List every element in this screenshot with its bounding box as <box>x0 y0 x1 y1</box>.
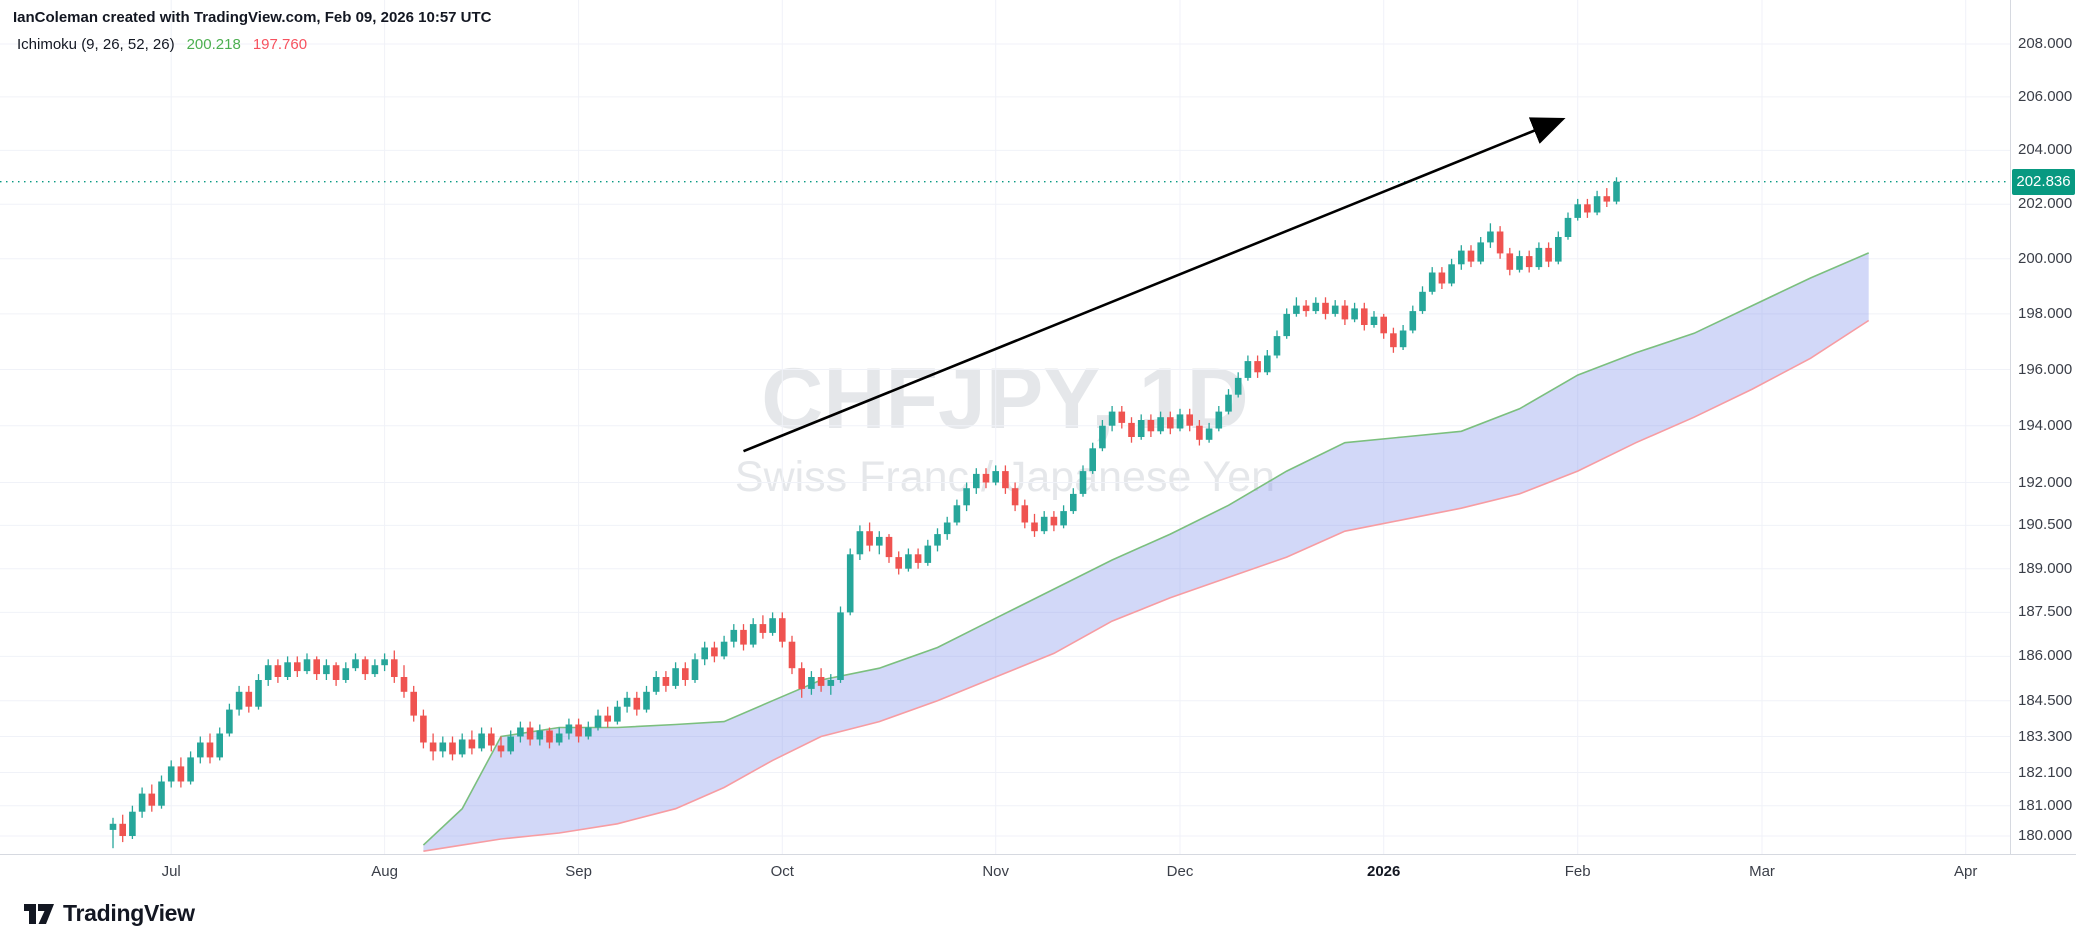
indicator-title[interactable]: Ichimoku (9, 26, 52, 26) <box>17 36 175 53</box>
price-tick: 204.000 <box>2018 141 2073 159</box>
time-tick: Dec <box>1166 863 1194 880</box>
indicator-legend[interactable]: Ichimoku (9, 26, 52, 26) 200.218 197.760 <box>17 36 307 53</box>
ichimoku-cloud <box>422 252 1870 852</box>
time-tick: Feb <box>1564 863 1591 880</box>
time-tick: Apr <box>1954 863 1978 880</box>
time-tick: Jul <box>161 863 181 880</box>
price-tick: 187.500 <box>2018 603 2073 621</box>
time-axis[interactable]: Jul Aug Sep Oct Nov Dec 2026 Feb Mar Apr <box>0 854 2076 895</box>
time-tick: Nov <box>982 863 1010 880</box>
last-price-label: 202.836 <box>2012 168 2075 195</box>
price-tick: 186.000 <box>2018 647 2073 665</box>
price-tick: 190.500 <box>2018 516 2073 534</box>
price-tick: 198.000 <box>2018 304 2073 322</box>
price-tick: 182.100 <box>2018 763 2073 781</box>
indicator-senkou-a-value: 200.218 <box>186 36 241 53</box>
time-tick: Oct <box>770 863 794 880</box>
price-tick: 192.000 <box>2018 473 2073 491</box>
price-tick: 180.000 <box>2018 827 2073 844</box>
price-tick: 202.000 <box>2018 195 2073 213</box>
grid-lines <box>0 0 2010 854</box>
time-tick: 2026 <box>1367 863 1401 880</box>
tradingview-logo-text: TradingView <box>63 900 195 926</box>
price-tick: 206.000 <box>2018 87 2073 105</box>
attribution-text: IanColeman created with TradingView.com,… <box>13 9 492 26</box>
time-tick: Mar <box>1749 863 1775 880</box>
tradingview-logo-icon <box>24 903 54 924</box>
price-tick: 184.500 <box>2018 691 2073 709</box>
price-tick: 189.000 <box>2018 559 2073 577</box>
price-tick: 208.000 <box>2018 35 2073 52</box>
price-axis[interactable]: 202.836 208.000 206.000 204.000 202.000 200.… <box>2010 0 2076 882</box>
price-tick: 181.000 <box>2018 796 2073 814</box>
price-tick: 196.000 <box>2018 360 2073 378</box>
price-tick: 183.300 <box>2018 727 2073 745</box>
tradingview-logo[interactable]: TradingView <box>0 894 2076 933</box>
candles-series <box>109 177 1620 849</box>
time-tick: Sep <box>565 863 592 880</box>
price-tick: 200.000 <box>2018 249 2073 267</box>
price-tick: 194.000 <box>2018 416 2073 434</box>
time-tick: Aug <box>371 863 398 880</box>
indicator-senkou-b-value: 197.760 <box>252 36 308 53</box>
trend-arrow[interactable] <box>743 117 1566 453</box>
